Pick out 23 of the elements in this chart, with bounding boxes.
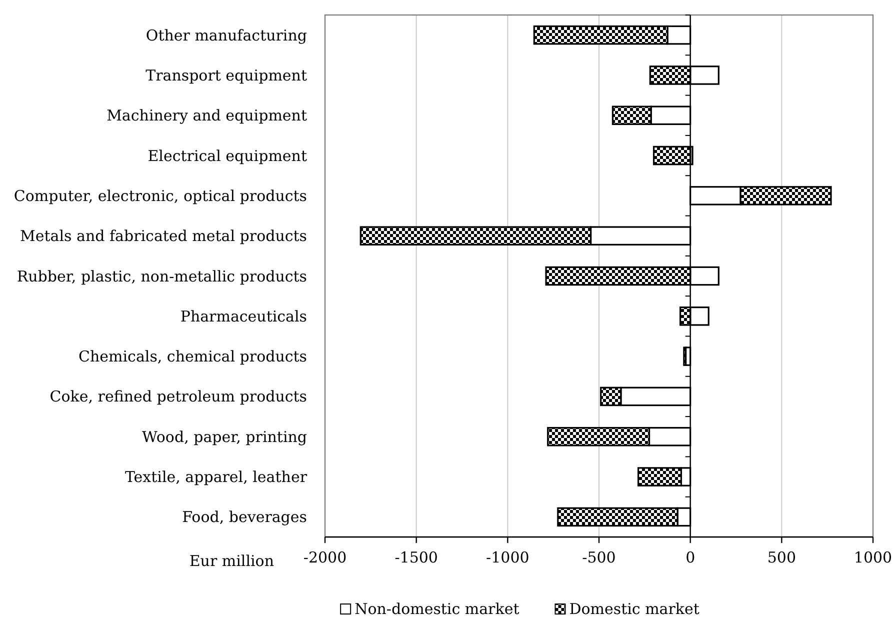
legend-label: Non-domestic market xyxy=(354,600,520,618)
y-tick-label: Metals and fabricated metal products xyxy=(20,227,307,246)
y-tick-label: Transport equipment xyxy=(146,66,307,84)
y-tick-label: Electrical equipment xyxy=(148,146,307,165)
x-axis-title: Eur million xyxy=(189,552,274,570)
y-tick-label: Wood, paper, printing xyxy=(142,428,308,446)
y-tick-label: Other manufacturing xyxy=(146,26,308,44)
legend-label: Domestic market xyxy=(569,600,700,618)
x-tick-label: -2000 xyxy=(303,548,347,567)
y-tick-label: Pharmaceuticals xyxy=(180,307,307,326)
y-tick-label: Machinery and equipment xyxy=(106,106,307,125)
x-tick-label: 1000 xyxy=(854,548,892,567)
y-tick-label: Chemicals, chemical products xyxy=(78,348,307,366)
y-tick-label: Rubber, plastic, non-metallic products xyxy=(16,267,307,286)
y-tick-label: Computer, electronic, optical products xyxy=(14,186,307,205)
x-tick-label: -1000 xyxy=(486,548,530,567)
x-tick-label: 0 xyxy=(686,548,696,567)
x-tick-label: -1500 xyxy=(394,548,438,567)
x-tick-label: -500 xyxy=(582,548,616,567)
y-tick-label: Food, beverages xyxy=(182,508,307,526)
y-tick-label: Coke, refined petroleum products xyxy=(50,388,307,406)
x-tick-label: 500 xyxy=(767,548,796,567)
y-tick-label: Textile, apparel, leather xyxy=(124,468,308,486)
